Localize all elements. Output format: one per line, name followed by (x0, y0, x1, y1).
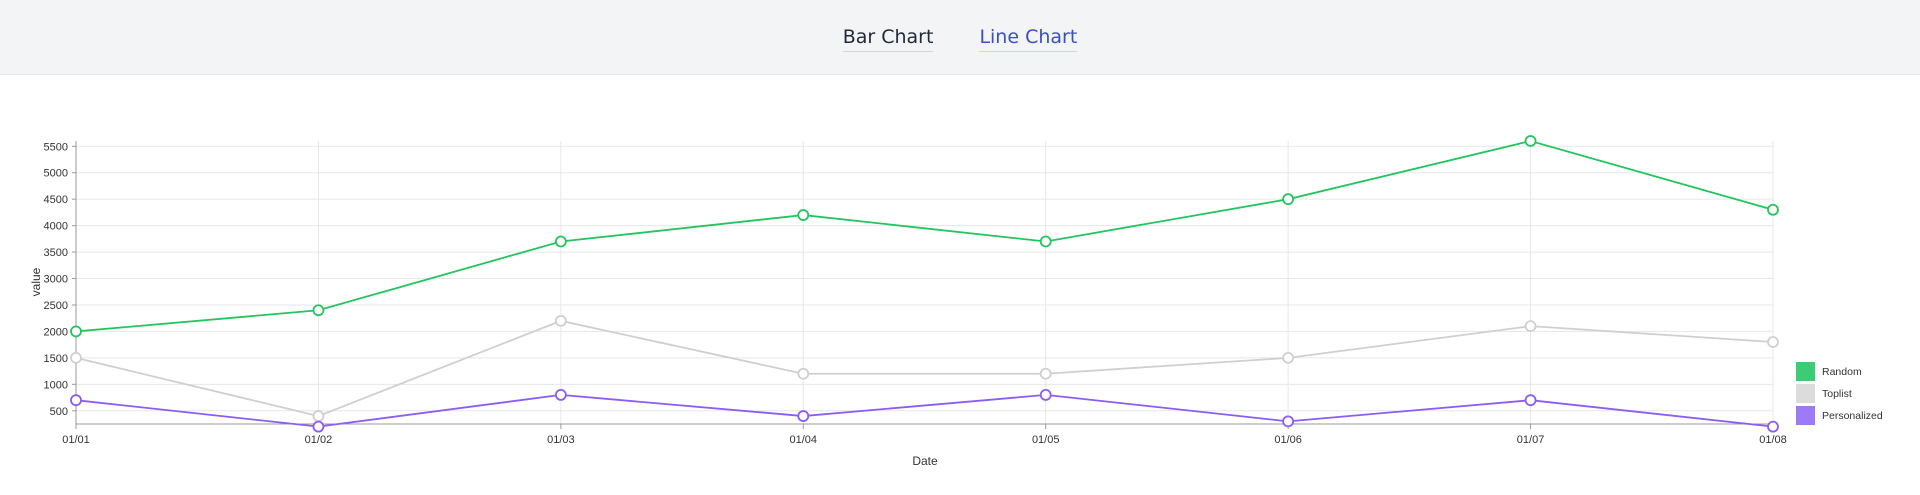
data-point-toplist[interactable] (797, 367, 810, 380)
y-tick-label: 1000 (44, 379, 68, 391)
x-tick-label: 01/07 (1517, 434, 1545, 446)
data-point-personalized[interactable] (797, 410, 810, 422)
data-point-random[interactable] (312, 304, 325, 317)
chart-type-tabs: Bar Chart Line Chart (0, 0, 1920, 75)
series-line-toplist (75, 319, 1774, 418)
y-tick-label: 4000 (44, 221, 68, 233)
data-point-random[interactable] (70, 325, 82, 338)
grid (75, 141, 1774, 424)
y-tick-label: 5500 (44, 141, 68, 153)
data-point-random[interactable] (1282, 193, 1295, 206)
x-tick-label: 01/06 (1274, 434, 1302, 446)
data-point-toplist[interactable] (1767, 336, 1779, 348)
data-point-personalized[interactable] (1524, 394, 1537, 407)
x-tick-label: 01/02 (305, 434, 333, 446)
y-tick-label: 5000 (44, 168, 68, 180)
data-point-random[interactable] (797, 209, 810, 221)
y-axis-title: value (29, 267, 43, 296)
axes: 500 1000 1500 2000 2500 3000 3500 4000 4500 5000 5… (44, 141, 1787, 446)
data-point-personalized[interactable] (1039, 389, 1052, 401)
legend-swatch-toplist (1796, 384, 1815, 403)
legend-label-toplist: Toplist (1822, 388, 1852, 400)
legend: Random Toplist Personalized (1796, 362, 1883, 425)
legend-label-random: Random (1822, 366, 1862, 378)
y-tick-label: 2500 (44, 300, 68, 312)
y-tick-label: 3000 (44, 274, 68, 286)
series-line-random (75, 140, 1774, 333)
data-point-toplist[interactable] (1524, 320, 1537, 333)
data-point-toplist[interactable] (554, 314, 567, 327)
data-point-personalized[interactable] (554, 389, 567, 401)
series (70, 135, 1779, 433)
tab-line-chart[interactable]: Line Chart (979, 22, 1078, 52)
legend-label-personalized: Personalized (1822, 410, 1883, 422)
x-tick-label: 01/03 (547, 434, 575, 446)
tab-bar-chart[interactable]: Bar Chart (842, 22, 934, 52)
data-point-toplist[interactable] (1282, 351, 1295, 364)
y-tick-label: 2000 (44, 326, 68, 338)
y-tick-label: 1500 (44, 353, 68, 365)
series-toplist (70, 314, 1779, 422)
line-chart-container: 500 1000 1500 2000 2500 3000 3500 4000 4500 5000 5… (0, 75, 1920, 490)
data-point-personalized[interactable] (312, 420, 325, 433)
data-point-toplist[interactable] (312, 410, 325, 422)
line-chart: 500 1000 1500 2000 2500 3000 3500 4000 4500 5000 5… (29, 135, 1883, 468)
data-point-random[interactable] (1524, 135, 1537, 147)
x-axis-title: Date (912, 454, 938, 468)
series-personalized (70, 389, 1779, 433)
x-tick-label: 01/08 (1759, 434, 1787, 446)
y-tick-label: 4500 (44, 194, 68, 206)
data-point-toplist[interactable] (70, 351, 82, 364)
x-tick-label: 01/04 (790, 434, 818, 446)
data-point-personalized[interactable] (70, 394, 82, 407)
series-random (70, 135, 1779, 338)
data-point-personalized[interactable] (1767, 420, 1779, 433)
legend-swatch-random (1796, 362, 1815, 381)
x-tick-label: 01/01 (62, 434, 90, 446)
y-tick-label: 500 (50, 406, 68, 418)
series-line-personalized (75, 394, 1774, 428)
data-point-toplist[interactable] (1039, 367, 1052, 380)
data-point-random[interactable] (1039, 235, 1052, 248)
data-point-personalized[interactable] (1282, 415, 1295, 428)
y-tick-label: 3500 (44, 247, 68, 259)
legend-swatch-personalized (1796, 406, 1815, 425)
x-tick-label: 01/05 (1032, 434, 1060, 446)
data-point-random[interactable] (554, 235, 567, 248)
data-point-random[interactable] (1767, 203, 1779, 216)
